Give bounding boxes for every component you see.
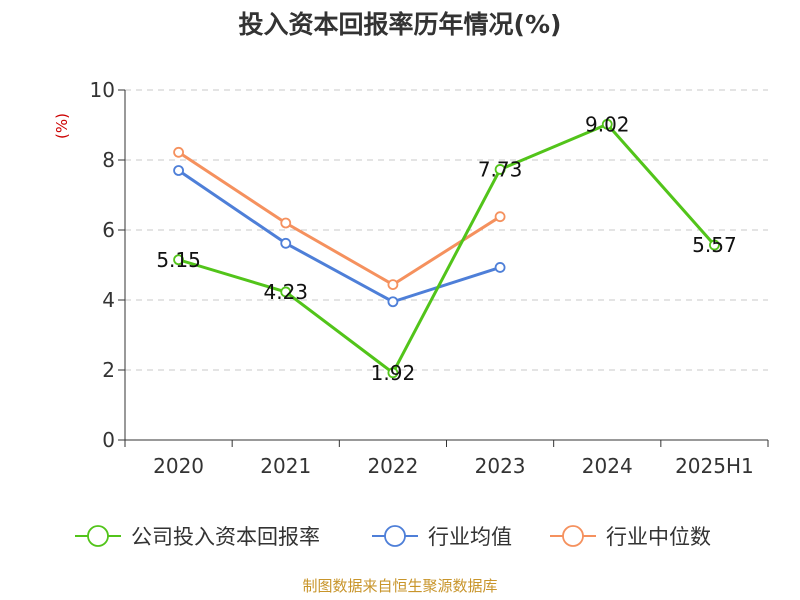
data-label: 4.23 [263,280,308,304]
data-label: 1.92 [371,361,416,385]
legend-marker-icon [87,525,109,547]
y-tick-label: 8 [102,148,115,172]
chart-title: 投入资本回报率历年情况(%) [239,10,562,39]
data-point [173,254,184,266]
legend-marker-icon [384,525,406,547]
series-line [177,151,501,287]
series-line [177,169,501,304]
grid-lines [125,89,768,371]
data-point [494,262,506,273]
data-point [280,237,292,249]
legend-label: 行业中位数 [606,525,711,549]
series-layer [173,118,720,379]
x-tick-label: 2023 [475,454,526,478]
data-label: 7.73 [478,157,523,181]
legend-item: 行业中位数 [550,525,711,549]
y-axis-unit: (%) [53,113,71,139]
data-point [387,279,399,291]
x-tick-label: 2022 [367,454,418,478]
legend-item: 公司投入资本回报率 [75,525,320,549]
data-label: 9.02 [585,112,630,136]
x-tick-label: 2024 [582,454,633,478]
data-point [173,146,184,158]
legend-label: 行业均值 [428,525,512,549]
legend-marker-icon [562,525,584,547]
data-label: 5.15 [156,248,201,272]
x-tick-label: 2021 [260,454,311,478]
data-point [709,239,720,251]
y-tick-label: 0 [102,428,115,452]
legend-label: 公司投入资本回报率 [131,525,320,549]
legend-item: 行业均值 [372,525,512,549]
data-point [280,286,292,298]
data-point [387,296,399,308]
data-point [494,164,506,175]
data-point [387,367,399,379]
axes: 0 2 4 6 8 10 2020 2021 2022 2023 2024 2025H1 [90,78,769,478]
y-tick-label: 4 [102,288,115,312]
series-group [173,146,506,291]
data-label: 5.57 [692,233,737,257]
y-tick-label: 10 [90,78,115,102]
legend: 公司投入资本回报率 行业均值 行业中位数 [75,525,711,549]
series-line [178,122,716,375]
data-point [494,211,506,223]
data-point [173,165,184,176]
data-labels: 5.15 4.23 1.92 7.73 9.02 5.57 [156,112,737,385]
data-point [601,118,613,130]
x-tick-label: 2020 [153,454,204,478]
series-group [173,118,720,379]
y-tick-label: 2 [102,358,115,382]
data-point [280,217,292,229]
x-tick-label: 2025H1 [675,454,754,478]
series-group [173,165,506,308]
data-source: 制图数据来自恒生聚源数据库 [302,577,497,595]
y-tick-label: 6 [102,218,115,242]
